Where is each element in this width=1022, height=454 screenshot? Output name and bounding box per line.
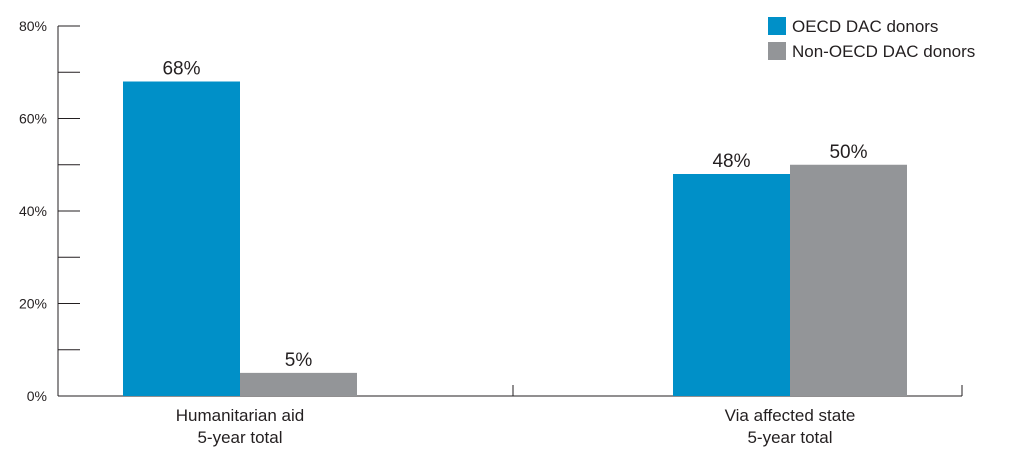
y-tick-label: 60% [19, 111, 47, 127]
bar-value-label: 50% [829, 142, 867, 163]
y-tick-label: 0% [27, 388, 47, 404]
bar-value-label: 68% [162, 59, 200, 80]
x-category-label-line: Via affected state [725, 406, 856, 425]
y-tick-label: 20% [19, 296, 47, 312]
y-tick-label: 80% [19, 18, 47, 34]
bar-value-label: 5% [285, 350, 313, 371]
x-category-label-line: 5-year total [747, 428, 832, 447]
data-labels: 68% 48% 5% 50% [162, 59, 867, 371]
legend-swatch [768, 17, 786, 35]
bar-non-oecd-dac-donors [240, 372, 357, 396]
bar-value-label: 48% [712, 151, 750, 172]
x-category-label: Via affected state 5-year total [725, 406, 856, 447]
x-category-label-line: Humanitarian aid [176, 406, 305, 425]
bars [123, 81, 907, 396]
y-axis: 0% 20% 40% 60% 80% [19, 18, 80, 404]
bar-oecd-dac-donors [673, 174, 790, 396]
legend-label: Non-OECD DAC donors [792, 42, 975, 61]
legend-label: OECD DAC donors [792, 17, 938, 36]
legend-swatch [768, 42, 786, 60]
y-tick-label: 40% [19, 203, 47, 219]
legend: OECD DAC donors Non-OECD DAC donors [768, 17, 975, 61]
bar-oecd-dac-donors [123, 81, 240, 396]
bar-non-oecd-dac-donors [790, 164, 907, 396]
x-category-label: Humanitarian aid 5-year total [176, 406, 305, 447]
x-category-label-line: 5-year total [197, 428, 282, 447]
